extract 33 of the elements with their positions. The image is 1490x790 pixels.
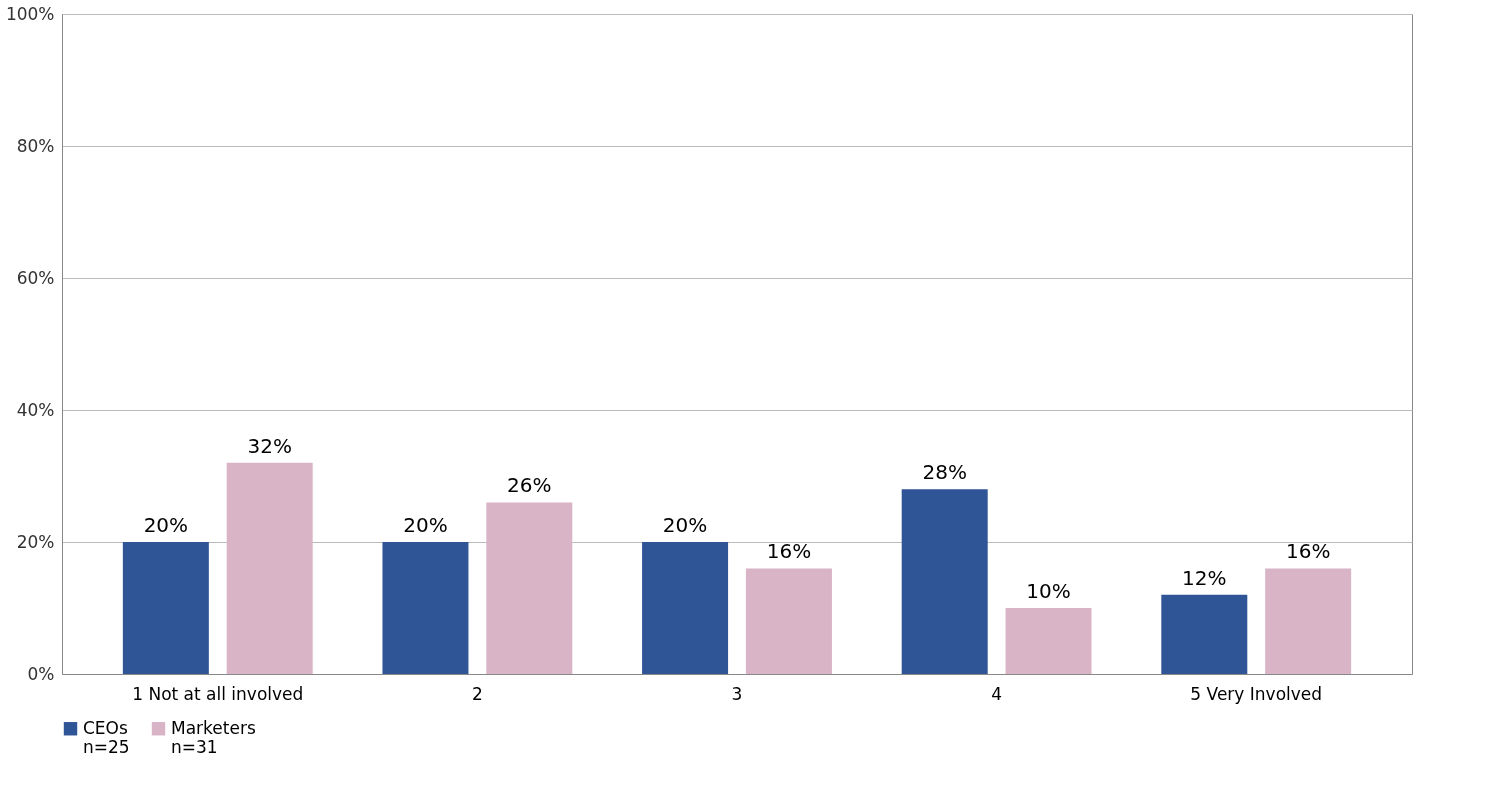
bar bbox=[1161, 594, 1248, 674]
data-label: 16% bbox=[1285, 539, 1331, 564]
data-label: 26% bbox=[507, 473, 552, 498]
data-label: 12% bbox=[1182, 565, 1227, 590]
y-tick-label: 0% bbox=[27, 663, 55, 684]
x-tick-label: 5 Very Involved bbox=[1190, 683, 1323, 704]
y-tick-label: 40% bbox=[16, 399, 55, 420]
y-tick-label: 20% bbox=[16, 531, 55, 552]
data-label: 20% bbox=[143, 513, 189, 537]
bar bbox=[122, 542, 209, 674]
bar bbox=[901, 489, 988, 674]
bar bbox=[1005, 608, 1092, 674]
legend-label: Marketers n=31 bbox=[171, 717, 256, 757]
bar bbox=[642, 542, 729, 674]
x-tick-label: 3 bbox=[731, 683, 743, 704]
x-tick-label: 4 bbox=[991, 683, 1003, 704]
bar bbox=[382, 542, 469, 674]
data-label: 32% bbox=[247, 433, 292, 458]
x-tick-label: 2 bbox=[471, 683, 483, 704]
legend-label: CEOs n=25 bbox=[83, 717, 130, 757]
y-tick-label: 60% bbox=[16, 267, 55, 288]
data-label: 10% bbox=[1026, 579, 1071, 603]
data-label: 20% bbox=[403, 513, 448, 537]
bar bbox=[745, 568, 832, 674]
bar bbox=[1265, 568, 1352, 674]
bar bbox=[226, 462, 313, 674]
y-tick-label: 80% bbox=[16, 135, 55, 156]
bar bbox=[486, 502, 573, 674]
data-label: 28% bbox=[922, 460, 967, 485]
x-tick-label: 1 Not at all involved bbox=[132, 683, 304, 704]
data-label: 16% bbox=[766, 539, 812, 564]
y-tick-label: 100% bbox=[5, 3, 55, 24]
data-label: 20% bbox=[662, 513, 708, 537]
